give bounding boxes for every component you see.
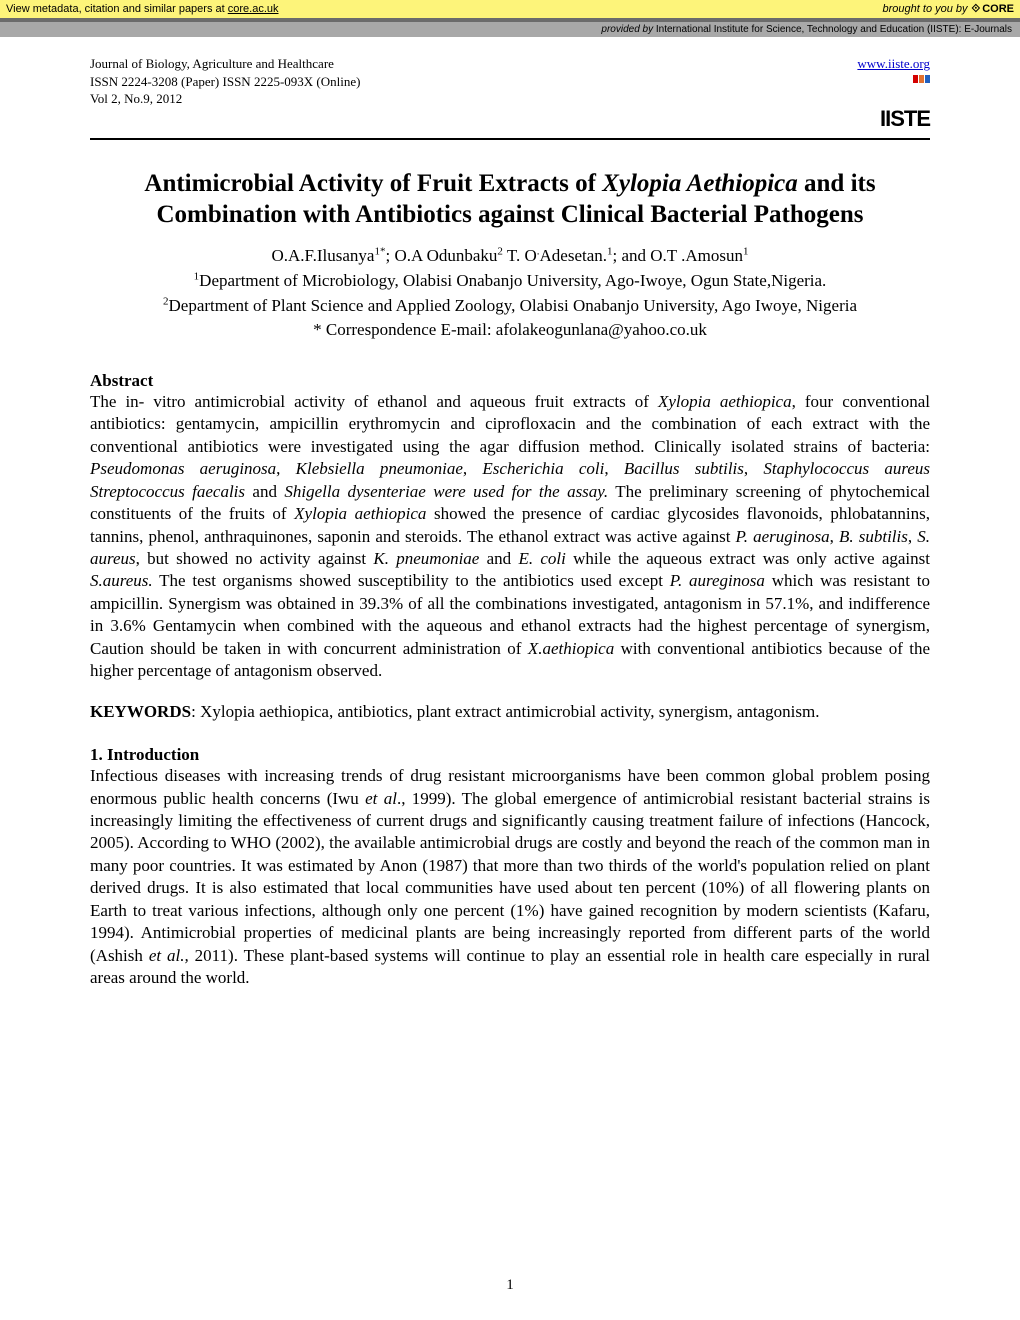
core-metadata-text: View metadata, citation and similar pape… (6, 3, 228, 15)
journal-vol: Vol 2, No.9, 2012 (90, 90, 360, 108)
header-rule (90, 138, 930, 140)
journal-header: Journal of Biology, Agriculture and Heal… (90, 55, 930, 134)
provided-text: International Institute for Science, Tec… (656, 24, 1012, 35)
paper-title: Antimicrobial Activity of Fruit Extracts… (90, 168, 930, 231)
core-logo[interactable]: CORE (972, 3, 1014, 16)
core-banner-left: View metadata, citation and similar pape… (6, 3, 279, 15)
page-container: Journal of Biology, Agriculture and Heal… (0, 37, 1020, 989)
keywords-block: KEYWORDS: Xylopia aethiopica, antibiotic… (90, 701, 930, 723)
flag-bar-2 (919, 75, 924, 83)
flag-bar-3 (925, 75, 930, 83)
title-italic: Xylopia Aethiopica (602, 170, 798, 197)
core-banner: View metadata, citation and similar pape… (0, 0, 1020, 22)
abstract-body: The in- vitro antimicrobial activity of … (90, 391, 930, 683)
authors-block: O.A.F.Ilusanya1*; O.A Odunbaku2 T. O.Ade… (90, 244, 930, 343)
intro-body: Infectious diseases with increasing tren… (90, 765, 930, 989)
journal-name: Journal of Biology, Agriculture and Heal… (90, 55, 360, 73)
header-left: Journal of Biology, Agriculture and Heal… (90, 55, 360, 108)
iiste-logo-text: IISTE (880, 106, 930, 131)
keywords-text: : Xylopia aethiopica, antibiotics, plant… (191, 702, 819, 721)
core-banner-right: brought to you by CORE (883, 3, 1014, 16)
iiste-flag-icon (913, 75, 930, 83)
header-right: www.iiste.org IISTE (857, 55, 930, 134)
flag-bar-1 (913, 75, 918, 83)
journal-url[interactable]: www.iiste.org (857, 56, 930, 71)
provided-prefix: provided by (601, 24, 655, 35)
intro-heading: 1. Introduction (90, 745, 930, 765)
abstract-heading: Abstract (90, 371, 930, 391)
core-link[interactable]: core.ac.uk (228, 3, 279, 15)
core-brought-text: brought to you by (883, 3, 968, 15)
journal-issn: ISSN 2224-3208 (Paper) ISSN 2225-093X (O… (90, 73, 360, 91)
provided-bar: provided by International Institute for … (0, 22, 1020, 37)
page-number: 1 (0, 1277, 1020, 1294)
keywords-label: KEYWORDS (90, 702, 191, 721)
title-pre: Antimicrobial Activity of Fruit Extracts… (144, 170, 602, 197)
iiste-logo: IISTE (880, 75, 930, 134)
